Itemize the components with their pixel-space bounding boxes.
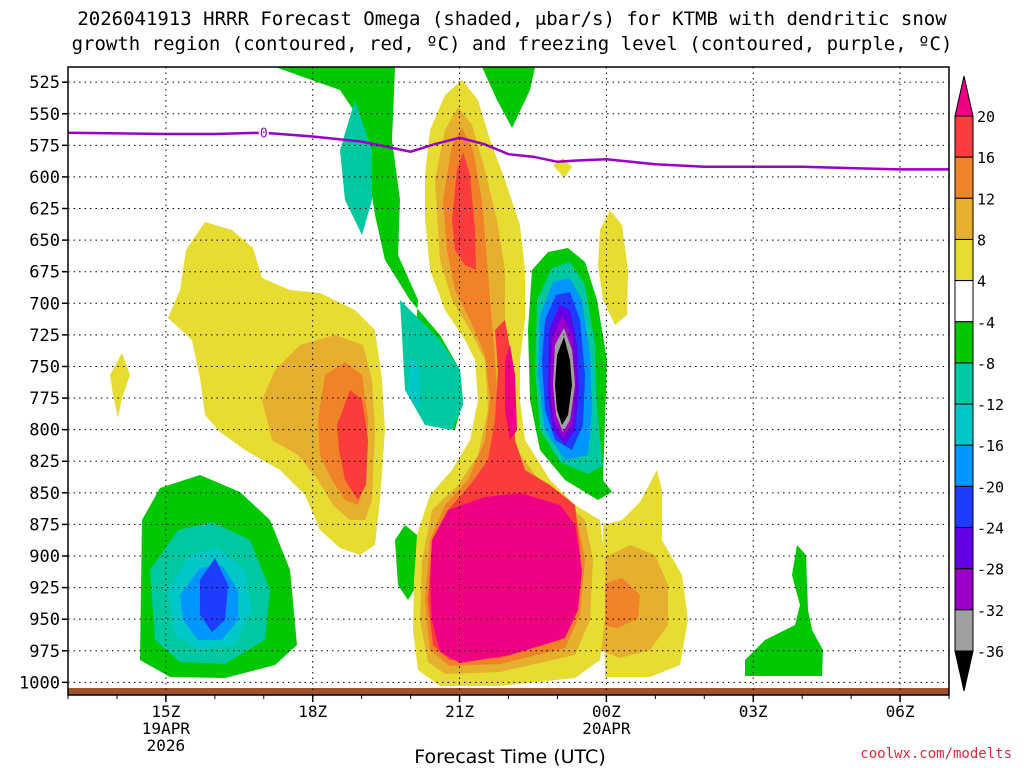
colorbar-label: -28 — [977, 561, 1004, 579]
gridlines — [68, 67, 949, 695]
y-tick-label: 825 — [29, 452, 60, 472]
y-tick-label: 975 — [29, 642, 60, 662]
x-tick-label: 20APR — [582, 719, 631, 738]
y-axis-pressure: 525 550 575 600 625 650 675 700 725 750 775 800 825 8… — [19, 73, 68, 693]
y-tick-label: 525 — [29, 73, 60, 93]
y-tick-label: 550 — [29, 105, 60, 125]
colorbar-band — [954, 321, 974, 364]
omega-region-upper-ascent-core — [340, 100, 372, 235]
omega-region-central-subsidence-core — [430, 345, 582, 663]
colorbar-band — [954, 485, 974, 529]
colorbar-band — [954, 115, 974, 158]
omega-region-lower-left-ascent-5 — [200, 558, 228, 632]
colorbar-label: 12 — [977, 190, 995, 208]
y-tick-label: 875 — [29, 515, 60, 535]
colorbar-label: 4 — [977, 273, 986, 291]
colorbar-label: 20 — [977, 108, 995, 126]
colorbar-band — [954, 609, 974, 652]
colorbar-band — [954, 527, 974, 570]
colorbar-label: -8 — [977, 355, 995, 373]
y-tick-label: 750 — [29, 357, 60, 377]
colorbar-band — [954, 280, 974, 323]
colorbar-band — [954, 403, 974, 446]
colorbar-label: -12 — [977, 396, 1004, 414]
freezing-level-label: 0 — [258, 125, 269, 142]
colorbar-label: -24 — [977, 520, 1004, 538]
colorbar-band — [954, 568, 974, 611]
freezing-level-label-text: 0 — [260, 127, 268, 142]
omega-region-top-ascent — [482, 67, 535, 128]
x-tick-label: 00Z — [592, 702, 621, 721]
x-tick-label: 18Z — [298, 702, 327, 721]
y-tick-label: 775 — [29, 389, 60, 409]
y-tick-label: 850 — [29, 484, 60, 504]
credit-link[interactable]: coolwx.com/modelts — [860, 746, 1012, 762]
x-tick-label: 03Z — [739, 702, 768, 721]
y-tick-label: 700 — [29, 294, 60, 314]
omega-region-deep-ascent-core — [555, 337, 572, 425]
x-tick-label: 15Z — [151, 702, 180, 721]
y-tick-label: 950 — [29, 610, 60, 630]
omega-field: 0 — [68, 67, 949, 686]
y-tick-label: 575 — [29, 136, 60, 156]
x-tick-label: 21Z — [445, 702, 474, 721]
colorbar-label: -16 — [977, 437, 1004, 455]
colorbar-label: -20 — [977, 478, 1004, 496]
omega-region-bottom-right-ascent — [745, 545, 823, 676]
colorbar-label: -36 — [977, 643, 1004, 661]
y-tick-label: 675 — [29, 263, 60, 283]
y-tick-label: 650 — [29, 231, 60, 251]
chart-title-line-2: growth region (contoured, red, ºC) and f… — [71, 33, 953, 55]
colorbar-band — [954, 156, 974, 199]
x-axis-label: Forecast Time (UTC) — [414, 746, 606, 768]
y-tick-label: 1000 — [19, 673, 60, 693]
colorbar-label: -4 — [977, 314, 995, 332]
y-tick-label: 925 — [29, 579, 60, 599]
omega-region-lower-right-subsidence-3 — [600, 578, 640, 628]
y-tick-label: 900 — [29, 547, 60, 567]
freezing-level-contour — [68, 131, 949, 171]
y-tick-label: 600 — [29, 168, 60, 188]
colorbar: 20 16 12 8 4 -4 -8 -12 -16 -20 -24 -28 -32 -36 — [954, 75, 1004, 692]
chart-title-line-1: 2026041913 HRRR Forecast Omega (shaded, … — [77, 8, 947, 30]
colorbar-label: 16 — [977, 149, 995, 167]
omega-region-right-subsidence-upper — [598, 210, 628, 325]
x-tick-label: 19APR — [142, 719, 191, 738]
terrain-bar — [68, 688, 949, 695]
y-tick-label: 725 — [29, 326, 60, 346]
colorbar-label: 8 — [977, 231, 986, 249]
x-tick-label: 2026 — [147, 736, 186, 755]
y-tick-label: 800 — [29, 421, 60, 441]
y-tick-label: 625 — [29, 200, 60, 220]
omega-region-mid-ascent-core — [408, 355, 420, 410]
x-tick-label: 06Z — [886, 702, 915, 721]
omega-region-mid-subsidence-core — [337, 390, 368, 500]
colorbar-label: -32 — [977, 602, 1004, 620]
colorbar-band — [954, 444, 974, 487]
colorbar-band — [954, 362, 974, 405]
colorbar-band — [954, 238, 974, 282]
omega-region-small-subsidence-left — [110, 353, 130, 418]
colorbar-band — [954, 197, 974, 240]
omega-region-left-strip — [395, 525, 420, 600]
